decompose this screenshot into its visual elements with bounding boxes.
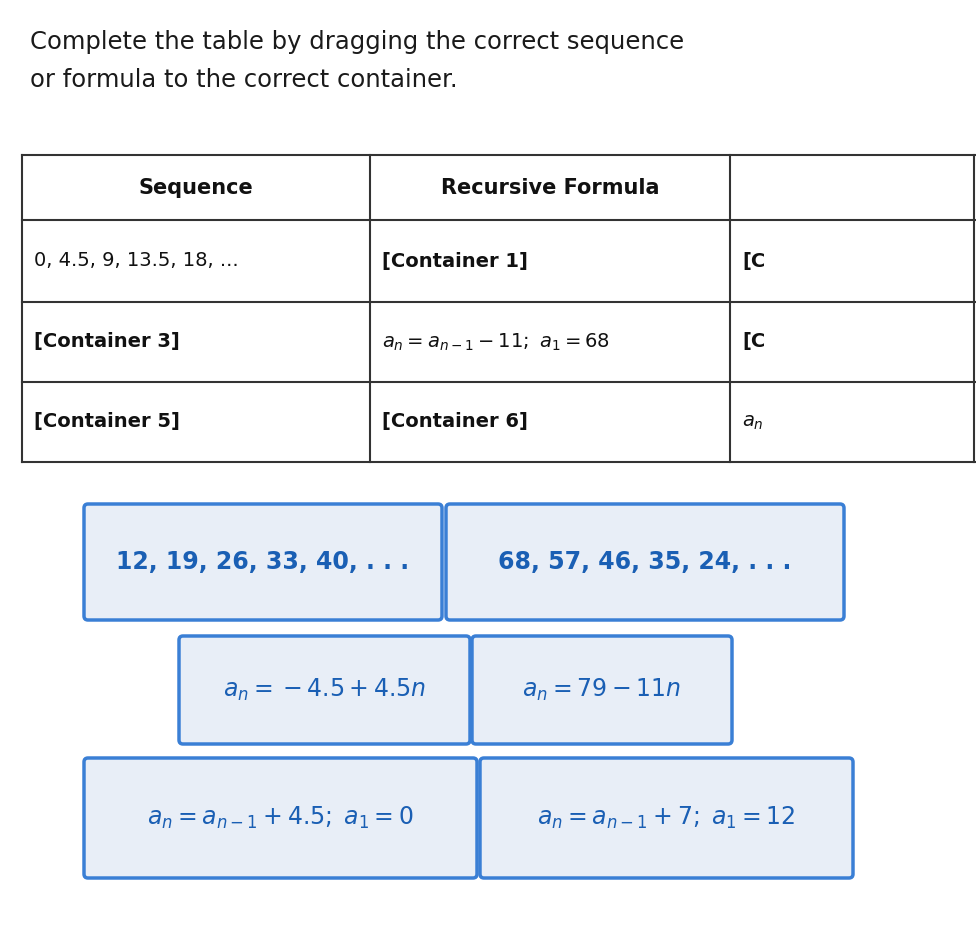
Text: [Container 3]: [Container 3] bbox=[34, 332, 180, 352]
Text: 68, 57, 46, 35, 24, . . .: 68, 57, 46, 35, 24, . . . bbox=[499, 550, 792, 574]
Text: $a_n = -4.5 + 4.5n$: $a_n = -4.5 + 4.5n$ bbox=[223, 677, 427, 704]
FancyBboxPatch shape bbox=[84, 504, 442, 620]
Text: $a_n = a_{n-1} + 4.5;\; a_1 = 0$: $a_n = a_{n-1} + 4.5;\; a_1 = 0$ bbox=[147, 805, 414, 831]
Text: Sequence: Sequence bbox=[139, 177, 254, 198]
FancyBboxPatch shape bbox=[446, 504, 844, 620]
Text: 0, 4.5, 9, 13.5, 18, ...: 0, 4.5, 9, 13.5, 18, ... bbox=[34, 251, 238, 270]
Text: $a_n$: $a_n$ bbox=[742, 413, 763, 431]
Text: $a_n = a_{n-1} + 7;\; a_1 = 12$: $a_n = a_{n-1} + 7;\; a_1 = 12$ bbox=[537, 805, 795, 831]
Text: or formula to the correct container.: or formula to the correct container. bbox=[30, 68, 458, 92]
Text: Recursive Formula: Recursive Formula bbox=[441, 177, 659, 198]
Text: 12, 19, 26, 33, 40, . . .: 12, 19, 26, 33, 40, . . . bbox=[116, 550, 410, 574]
Text: [C: [C bbox=[742, 251, 765, 270]
FancyBboxPatch shape bbox=[480, 758, 853, 878]
FancyBboxPatch shape bbox=[179, 636, 470, 744]
Text: $a_n = a_{n-1} - 11;\ a_1 = 68$: $a_n = a_{n-1} - 11;\ a_1 = 68$ bbox=[382, 331, 610, 353]
Text: $a_n = 79 - 11n$: $a_n = 79 - 11n$ bbox=[522, 677, 681, 704]
Text: [Container 5]: [Container 5] bbox=[34, 413, 180, 431]
Text: [Container 6]: [Container 6] bbox=[382, 413, 528, 431]
Text: [C: [C bbox=[742, 332, 765, 352]
Text: [Container 1]: [Container 1] bbox=[382, 251, 528, 270]
FancyBboxPatch shape bbox=[84, 758, 477, 878]
FancyBboxPatch shape bbox=[472, 636, 732, 744]
Text: Complete the table by dragging the correct sequence: Complete the table by dragging the corre… bbox=[30, 30, 684, 54]
